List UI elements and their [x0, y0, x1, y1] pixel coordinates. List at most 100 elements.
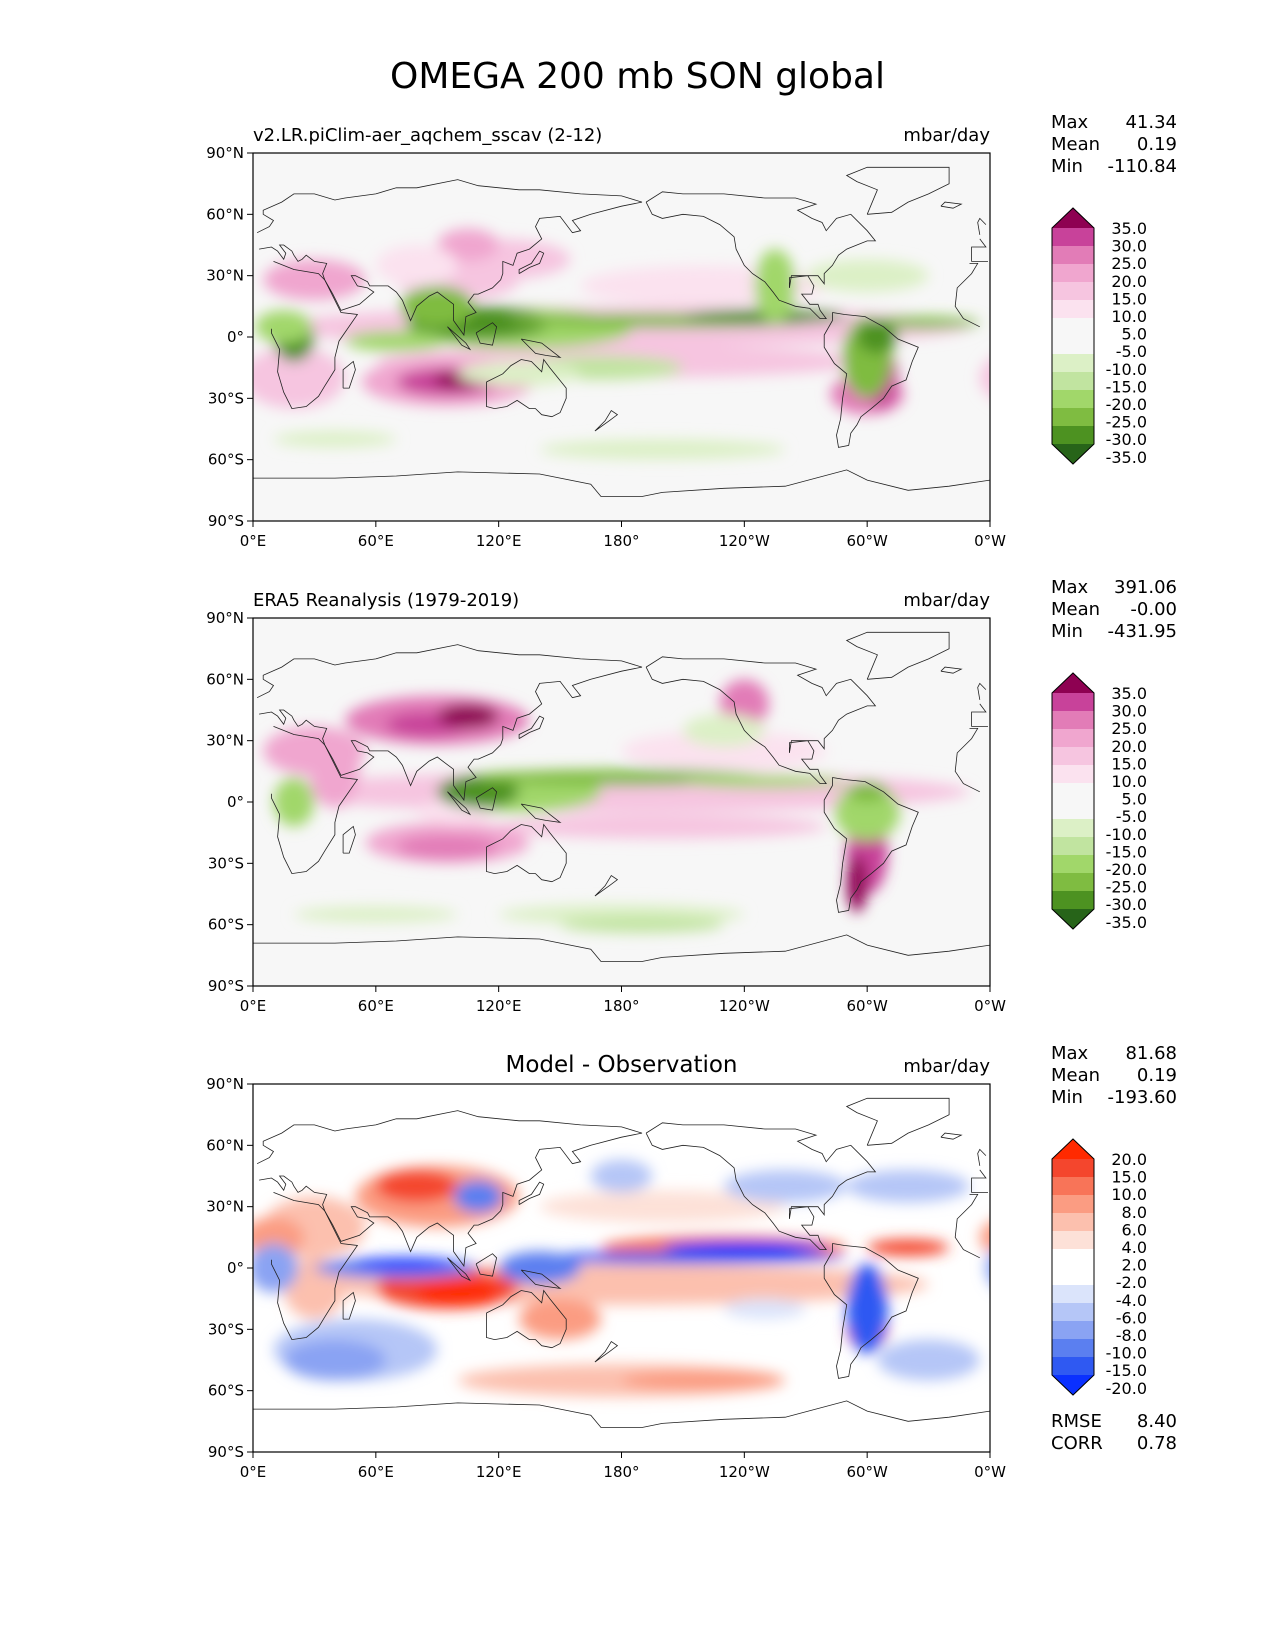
field-feature	[375, 245, 458, 286]
lat-tick-label: 0°	[227, 328, 244, 346]
colorbar-tick-label: -15.0	[1106, 1361, 1147, 1380]
colorbar-tick-label: 10.0	[1111, 307, 1147, 326]
colorbar-extend-max	[1052, 1139, 1094, 1159]
coastline	[823, 777, 919, 913]
colorbar-tick-label: -10.0	[1106, 1344, 1147, 1363]
coastline	[977, 1148, 987, 1166]
stat-value-rmse: 8.40	[1137, 1411, 1177, 1432]
field-feature	[400, 285, 475, 327]
colorbar-segment	[1052, 1339, 1094, 1358]
colorbar: 35.030.025.020.015.010.05.0-5.0-10.0-15.…	[1051, 207, 1147, 467]
colorbar-tick-label: 10.0	[1111, 772, 1147, 791]
field-feature	[273, 777, 315, 827]
colorbar-tick-label: 15.0	[1111, 754, 1147, 773]
stat-value-min: -193.60	[1108, 1087, 1177, 1108]
stat-value-max: 41.34	[1125, 112, 1177, 133]
colorbar-segment	[1052, 765, 1094, 784]
field-feature	[457, 361, 581, 387]
colorbar-extend-min	[1052, 1375, 1094, 1395]
colorbar-segment	[1052, 729, 1094, 748]
colorbar-tick-label: 20.0	[1111, 272, 1147, 291]
coastline	[845, 166, 950, 215]
colorbar-tick-label: 25.0	[1111, 254, 1147, 273]
colorbar-segment	[1052, 837, 1094, 856]
colorbar-tick-label: -35.0	[1106, 448, 1147, 467]
coastline	[342, 825, 356, 854]
lat-tick-label: 60°S	[208, 916, 244, 934]
lat-tick-label: 60°S	[208, 451, 244, 469]
lat-tick-label: 30°S	[208, 854, 244, 872]
coastline	[518, 1181, 545, 1205]
colorbar-tick-label: -6.0	[1116, 1308, 1147, 1327]
colorbar-tick-label: -2.0	[1116, 1273, 1147, 1292]
field-feature	[498, 814, 827, 839]
field-feature	[283, 1339, 387, 1381]
lat-tick-label: 30°N	[206, 1198, 244, 1216]
colorbar-segment	[1052, 1357, 1094, 1376]
lat-tick-label: 0°	[227, 1259, 244, 1277]
coastlines	[253, 166, 990, 497]
field-feature	[293, 906, 458, 923]
lat-tick-label: 60°N	[206, 1136, 244, 1154]
field-feature	[846, 781, 888, 802]
field-layer	[263, 679, 970, 933]
coastline	[940, 1132, 963, 1140]
coastline	[253, 469, 990, 497]
stat-value-mean: -0.00	[1130, 599, 1177, 620]
field-feature	[416, 1280, 499, 1305]
lat-tick-label: 90°N	[206, 144, 244, 162]
stat-label-max: Max	[1051, 112, 1089, 133]
colorbar-tick-label: -5.0	[1116, 807, 1147, 826]
stat-label-rmse: RMSE	[1051, 1411, 1102, 1432]
colorbar-tick-label: -20.0	[1106, 395, 1147, 414]
stat-value-corr: 0.78	[1137, 1433, 1177, 1454]
coastline	[486, 358, 567, 418]
colorbar-outline	[1051, 672, 1095, 930]
coastline	[645, 191, 877, 319]
field-layer	[253, 1159, 990, 1397]
coastline	[256, 1110, 988, 1268]
stat-label-mean: Mean	[1051, 1065, 1100, 1086]
coastline	[475, 322, 498, 346]
colorbar-outline	[1051, 207, 1095, 465]
colorbar-tick-label: -35.0	[1106, 913, 1147, 932]
lon-tick-label: 60°W	[846, 997, 888, 1015]
field-feature	[805, 259, 929, 293]
coastline	[271, 1192, 980, 1341]
field-feature	[519, 1251, 847, 1264]
stat-value-mean: 0.19	[1137, 134, 1177, 155]
coastline	[977, 217, 987, 235]
field-feature	[437, 228, 499, 262]
colorbar-extend-min	[1052, 909, 1094, 929]
colorbar-segment	[1052, 1195, 1094, 1214]
lat-tick-label: 90°N	[206, 609, 244, 627]
lon-tick-label: 0°W	[974, 997, 1006, 1015]
coastline	[256, 644, 988, 802]
stat-label-corr: CORR	[1051, 1433, 1103, 1454]
lon-tick-label: 60°E	[358, 532, 394, 550]
coastline	[823, 312, 919, 448]
coastline	[271, 261, 980, 410]
colorbar-segment	[1052, 693, 1094, 712]
field-feature	[453, 1180, 503, 1213]
lon-tick-label: 180°	[603, 532, 639, 550]
coastline	[342, 360, 356, 389]
stat-value-min: -110.84	[1108, 156, 1177, 177]
lon-tick-label: 120°E	[476, 1463, 522, 1481]
lat-tick-label: 30°N	[206, 732, 244, 750]
field-feature	[979, 359, 990, 397]
field-feature	[662, 1241, 827, 1254]
coastline	[518, 715, 545, 739]
field-feature	[310, 734, 360, 809]
colorbar-tick-label: -15.0	[1106, 377, 1147, 396]
colorbar-tick-label: 30.0	[1111, 702, 1147, 721]
field-feature	[396, 834, 499, 860]
colorbar-segment	[1052, 801, 1094, 820]
colorbar-tick-label: 15.0	[1111, 1168, 1147, 1187]
field-feature	[255, 310, 313, 344]
coastline	[447, 791, 472, 816]
stat-value-mean: 0.19	[1137, 1065, 1177, 1086]
lon-tick-label: 120°E	[476, 532, 522, 550]
colorbar-segment	[1052, 1303, 1094, 1322]
colorbar-extend-max	[1052, 208, 1094, 228]
